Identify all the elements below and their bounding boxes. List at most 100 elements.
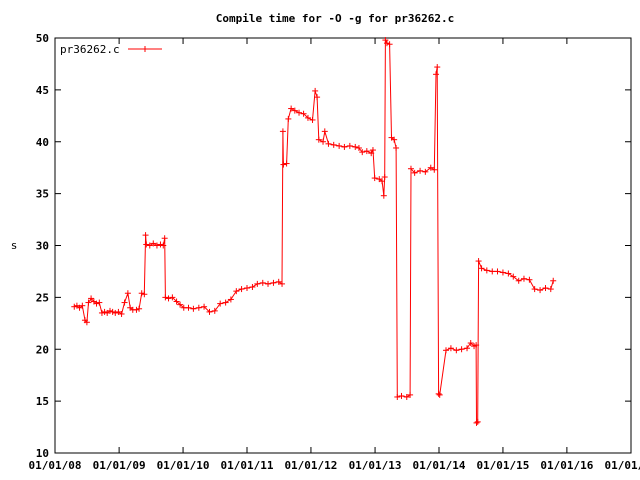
- data-point: [341, 143, 348, 150]
- data-point: [515, 277, 522, 284]
- data-point: [143, 241, 150, 248]
- data-point: [173, 298, 180, 305]
- data-point: [393, 144, 400, 151]
- data-point: [436, 391, 443, 398]
- data-point: [499, 269, 506, 276]
- data-point: [238, 286, 245, 293]
- data-point: [227, 296, 234, 303]
- data-point: [330, 141, 337, 148]
- data-point: [118, 310, 125, 317]
- x-tick-label: 01/01/14: [413, 459, 466, 472]
- data-point: [427, 164, 434, 171]
- data-point: [478, 265, 485, 272]
- y-tick-label: 45: [36, 84, 49, 97]
- x-tick-label: 01/01/13: [349, 459, 402, 472]
- data-point: [85, 299, 92, 306]
- data-point: [162, 294, 169, 301]
- data-point: [314, 94, 321, 101]
- x-tick-label: 01/01/16: [540, 459, 593, 472]
- data-point: [288, 105, 295, 112]
- data-point: [101, 308, 108, 315]
- data-point: [537, 287, 544, 294]
- data-point: [304, 114, 311, 121]
- legend: pr36262.c: [60, 43, 162, 56]
- y-tick-label: 15: [36, 395, 49, 408]
- data-point: [153, 242, 160, 249]
- data-point: [346, 142, 353, 149]
- data-point: [382, 37, 389, 44]
- data-point: [233, 288, 240, 295]
- data-point: [371, 175, 378, 182]
- data-point: [336, 142, 343, 149]
- data-point: [141, 291, 148, 298]
- data-point: [520, 275, 527, 282]
- data-point: [79, 302, 86, 309]
- data-point: [494, 268, 501, 275]
- data-point: [386, 41, 393, 48]
- data-point: [383, 40, 390, 47]
- chart-title: Compile time for -O -g for pr36262.c: [216, 12, 454, 25]
- x-tick-label: 01/01/12: [284, 459, 337, 472]
- data-point: [150, 240, 157, 247]
- data-point: [71, 303, 78, 310]
- data-point: [265, 280, 272, 287]
- data-point: [254, 280, 261, 287]
- data-point: [380, 192, 387, 199]
- data-point: [542, 285, 549, 292]
- data-point: [315, 136, 322, 143]
- data-point: [369, 147, 376, 154]
- y-tick-label: 10: [36, 447, 49, 460]
- data-point: [244, 285, 250, 292]
- data-point: [510, 273, 517, 280]
- data-point: [368, 150, 375, 157]
- data-point: [165, 295, 172, 302]
- data-point: [138, 290, 145, 297]
- data-point: [407, 391, 414, 398]
- data-point: [312, 87, 319, 94]
- data-point: [379, 178, 386, 185]
- data-point: [363, 148, 370, 155]
- data-point: [381, 174, 388, 181]
- data-point: [195, 304, 202, 311]
- data-point: [394, 393, 401, 400]
- data-point: [359, 149, 366, 156]
- data-point: [433, 71, 440, 78]
- data-point: [160, 242, 167, 249]
- legend-label: pr36262.c: [60, 43, 120, 56]
- data-point: [157, 241, 164, 248]
- data-point: [321, 128, 328, 135]
- data-point: [201, 303, 208, 310]
- data-point: [300, 110, 307, 117]
- data-point: [190, 305, 197, 312]
- data-point: [309, 116, 316, 123]
- data-point: [475, 258, 482, 265]
- data-point: [142, 232, 149, 239]
- data-point: [112, 309, 119, 316]
- series-layer: [71, 37, 557, 426]
- data-point: [407, 165, 414, 172]
- data-point: [280, 161, 287, 168]
- data-point: [352, 143, 359, 150]
- y-tick-label: 20: [36, 343, 49, 356]
- data-point: [211, 307, 218, 314]
- data-point: [217, 300, 224, 307]
- data-point: [121, 299, 128, 306]
- y-tick-label: 30: [36, 240, 49, 253]
- data-point: [259, 279, 266, 286]
- data-point: [279, 128, 286, 135]
- data-point: [283, 160, 290, 167]
- data-point: [107, 307, 114, 314]
- data-point: [403, 393, 410, 400]
- data-point: [505, 270, 512, 277]
- data-point: [136, 305, 143, 312]
- data-point: [431, 166, 438, 173]
- x-tick-label: 01/01/08: [29, 459, 82, 472]
- x-tick-label: 01/01/10: [157, 459, 210, 472]
- data-point: [398, 392, 405, 399]
- data-point: [417, 167, 424, 174]
- data-point: [411, 169, 418, 176]
- data-point: [93, 300, 100, 307]
- data-point: [435, 390, 442, 397]
- data-point: [550, 277, 557, 284]
